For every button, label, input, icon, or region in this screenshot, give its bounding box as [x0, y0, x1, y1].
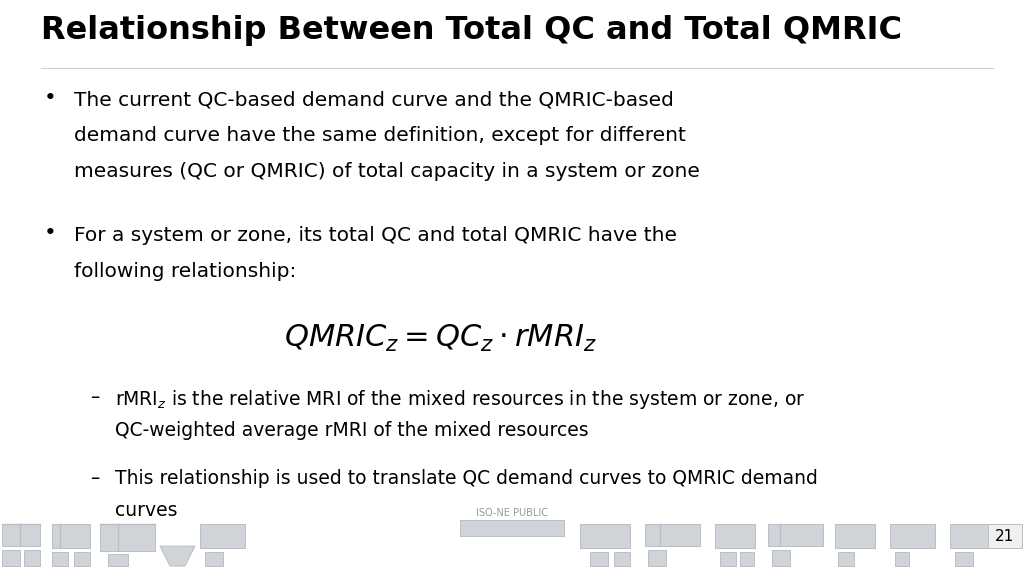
Text: $QMRIC_z = QC_z \cdot rMRI_z$: $QMRIC_z = QC_z \cdot rMRI_z$ — [284, 323, 597, 354]
Bar — [768, 524, 823, 546]
Bar — [460, 520, 564, 536]
Bar — [108, 554, 128, 566]
Text: For a system or zone, its total QC and total QMRIC have the: For a system or zone, its total QC and t… — [74, 226, 677, 245]
Bar — [950, 524, 1000, 548]
Bar — [740, 552, 754, 566]
Text: measures (QC or QMRIC) of total capacity in a system or zone: measures (QC or QMRIC) of total capacity… — [74, 162, 699, 181]
Text: •: • — [44, 88, 56, 108]
Bar — [590, 552, 608, 566]
Bar — [890, 524, 935, 548]
Text: following relationship:: following relationship: — [74, 262, 296, 281]
Bar — [74, 552, 90, 566]
Bar — [2, 524, 40, 546]
Text: 21: 21 — [995, 529, 1015, 544]
Bar — [772, 550, 790, 566]
Text: This relationship is used to translate QC demand curves to QMRIC demand: This relationship is used to translate Q… — [115, 468, 817, 487]
Text: ISO-NE PUBLIC: ISO-NE PUBLIC — [476, 508, 548, 518]
Bar — [52, 524, 90, 548]
Bar — [955, 552, 973, 566]
Bar — [52, 552, 68, 566]
Text: Relationship Between Total QC and Total QMRIC: Relationship Between Total QC and Total … — [41, 15, 902, 46]
Bar — [200, 524, 245, 548]
Bar — [988, 524, 1022, 548]
Bar — [24, 550, 40, 566]
Bar — [720, 552, 736, 566]
Text: demand curve have the same definition, except for different: demand curve have the same definition, e… — [74, 126, 686, 145]
Text: rMRI$_z$ is the relative MRI of the mixed resources in the system or zone, or: rMRI$_z$ is the relative MRI of the mixe… — [115, 388, 805, 411]
Bar — [715, 524, 755, 548]
Text: The current QC-based demand curve and the QMRIC-based: The current QC-based demand curve and th… — [74, 90, 674, 109]
Bar — [614, 552, 630, 566]
Polygon shape — [160, 546, 195, 566]
Text: QC-weighted average rMRI of the mixed resources: QC-weighted average rMRI of the mixed re… — [115, 421, 589, 440]
Bar — [205, 552, 223, 566]
Text: –: – — [90, 468, 99, 487]
Bar — [895, 552, 909, 566]
Bar — [838, 552, 854, 566]
Bar — [2, 550, 20, 566]
Text: •: • — [44, 223, 56, 244]
Bar — [580, 524, 630, 548]
Bar — [100, 524, 155, 551]
Bar — [645, 524, 700, 546]
Text: –: – — [90, 388, 99, 407]
Bar — [648, 550, 666, 566]
Text: curves: curves — [115, 501, 177, 520]
Bar — [835, 524, 874, 548]
